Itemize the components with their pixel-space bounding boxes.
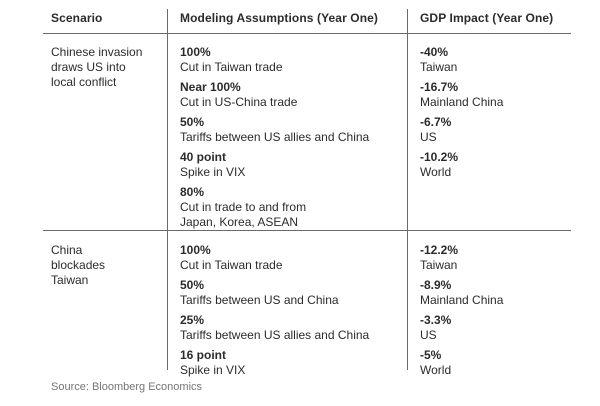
- assumption-row: Near 100% Cut in US-China trade: [180, 80, 402, 110]
- column-divider-2: [407, 9, 408, 370]
- assumption-row: 16 point Spike in VIX: [180, 348, 402, 378]
- impact-label: Mainland China: [420, 95, 504, 109]
- impact-value: -16.7%: [420, 80, 459, 94]
- assumption-row: 40 point Spike in VIX: [180, 150, 402, 180]
- column-header-scenario: Scenario: [51, 11, 103, 25]
- impact-label: World: [420, 165, 452, 179]
- assumption-value: 25%: [180, 313, 205, 327]
- assumption-label: Tariffs between US allies and China: [180, 328, 370, 342]
- impact-label: US: [420, 130, 437, 144]
- impact-value: -10.2%: [420, 150, 459, 164]
- impact-value: -12.2%: [420, 243, 459, 257]
- assumption-row: 80% Cut in trade to and from Japan, Korea…: [180, 185, 402, 230]
- assumption-label: Cut in US-China trade: [180, 95, 298, 109]
- impact-label: Mainland China: [420, 293, 504, 307]
- impact-column: -40% Taiwan -16.7% Mainland China -6.7% US -10…: [420, 45, 568, 185]
- assumption-value: 40 point: [180, 150, 227, 164]
- impact-label: World: [420, 363, 452, 377]
- assumption-column: 100% Cut in Taiwan trade Near 100% Cut in U…: [180, 45, 402, 235]
- impact-row: -40% Taiwan: [420, 45, 568, 75]
- assumption-row: 50% Tariffs between US and China: [180, 278, 402, 308]
- assumption-label: Spike in VIX: [180, 363, 246, 377]
- assumption-value: 16 point: [180, 348, 227, 362]
- impact-value: -5%: [420, 348, 442, 362]
- impact-value: -6.7%: [420, 115, 452, 129]
- impact-row: -10.2% World: [420, 150, 568, 180]
- scenario-label: China blockades Taiwan: [51, 243, 106, 287]
- impact-label: Taiwan: [420, 258, 458, 272]
- assumption-row: 25% Tariffs between US allies and China: [180, 313, 402, 343]
- impact-row: -16.7% Mainland China: [420, 80, 568, 110]
- column-header-gdp-impact: GDP Impact (Year One): [420, 11, 554, 25]
- column-divider-1: [167, 9, 168, 370]
- scenario-label: Chinese invasion draws US into local con…: [51, 45, 143, 89]
- assumption-label: Spike in VIX: [180, 165, 246, 179]
- assumption-value: 50%: [180, 278, 205, 292]
- impact-value: -40%: [420, 45, 449, 59]
- impact-label: US: [420, 328, 437, 342]
- header-rule: [43, 33, 571, 34]
- assumption-label: Cut in Taiwan trade: [180, 258, 283, 272]
- impact-row: -12.2% Taiwan: [420, 243, 568, 273]
- impact-value: -8.9%: [420, 278, 452, 292]
- section-divider-rule: [43, 230, 571, 231]
- impact-column: -12.2% Taiwan -8.9% Mainland China -3.3% US -5…: [420, 243, 568, 383]
- source-note: Source: Bloomberg Economics: [51, 381, 203, 393]
- assumption-column: 100% Cut in Taiwan trade 50% Tariffs betwee…: [180, 243, 402, 383]
- assumption-value: 100%: [180, 45, 211, 59]
- assumption-value: 100%: [180, 243, 211, 257]
- assumption-row: 50% Tariffs between US allies and China: [180, 115, 402, 145]
- assumption-label: Cut in Taiwan trade: [180, 60, 283, 74]
- impact-label: Taiwan: [420, 60, 458, 74]
- assumption-value: Near 100%: [180, 80, 241, 94]
- assumption-row: 100% Cut in Taiwan trade: [180, 243, 402, 273]
- assumption-label: Tariffs between US allies and China: [180, 130, 370, 144]
- impact-row: -6.7% US: [420, 115, 568, 145]
- impact-row: -3.3% US: [420, 313, 568, 343]
- impact-row: -8.9% Mainland China: [420, 278, 568, 308]
- assumption-label: Tariffs between US and China: [180, 293, 339, 307]
- assumption-value: 50%: [180, 115, 205, 129]
- impact-row: -5% World: [420, 348, 568, 378]
- assumption-label: Cut in trade to and from Japan, Korea, A…: [180, 200, 307, 229]
- impact-value: -3.3%: [420, 313, 452, 327]
- assumption-row: 100% Cut in Taiwan trade: [180, 45, 402, 75]
- column-header-assumptions: Modeling Assumptions (Year One): [180, 11, 379, 25]
- assumption-value: 80%: [180, 185, 205, 199]
